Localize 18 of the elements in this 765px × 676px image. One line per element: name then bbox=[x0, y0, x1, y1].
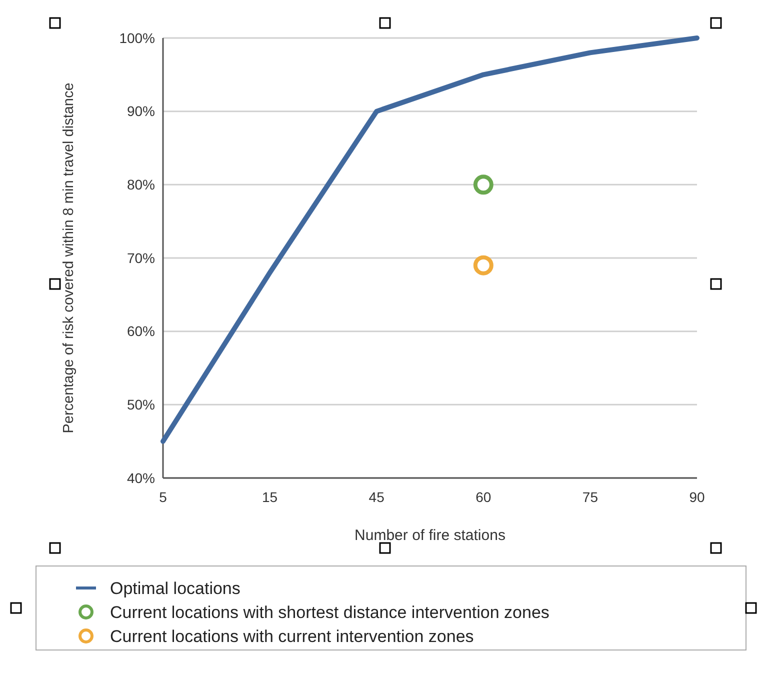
y-tick-label: 60% bbox=[126, 323, 155, 340]
legend-label: Current locations with current intervention zones bbox=[110, 626, 474, 646]
x-tick-label: 15 bbox=[262, 489, 278, 505]
y-tick-label: 70% bbox=[126, 250, 155, 266]
legend-label: Current locations with shortest distance intervention zones bbox=[110, 602, 550, 622]
x-tick-label: 45 bbox=[368, 489, 385, 505]
y-tick-label: 80% bbox=[126, 176, 155, 193]
y-axis-title: Percentage of risk covered within 8 min travel distance bbox=[61, 82, 77, 434]
y-tick-label: 90% bbox=[126, 103, 155, 120]
x-tick-label: 75 bbox=[582, 489, 598, 505]
x-tick-label: 60 bbox=[476, 489, 492, 505]
legend-label: Optimal locations bbox=[110, 578, 240, 598]
y-tick-label: 40% bbox=[126, 470, 155, 486]
y-tick-label: 50% bbox=[126, 396, 155, 413]
y-tick-label: 100% bbox=[119, 30, 155, 46]
x-tick-label: 5 bbox=[159, 489, 168, 505]
x-axis-title: Number of fire stations bbox=[354, 527, 506, 544]
x-tick-label: 90 bbox=[689, 489, 705, 505]
